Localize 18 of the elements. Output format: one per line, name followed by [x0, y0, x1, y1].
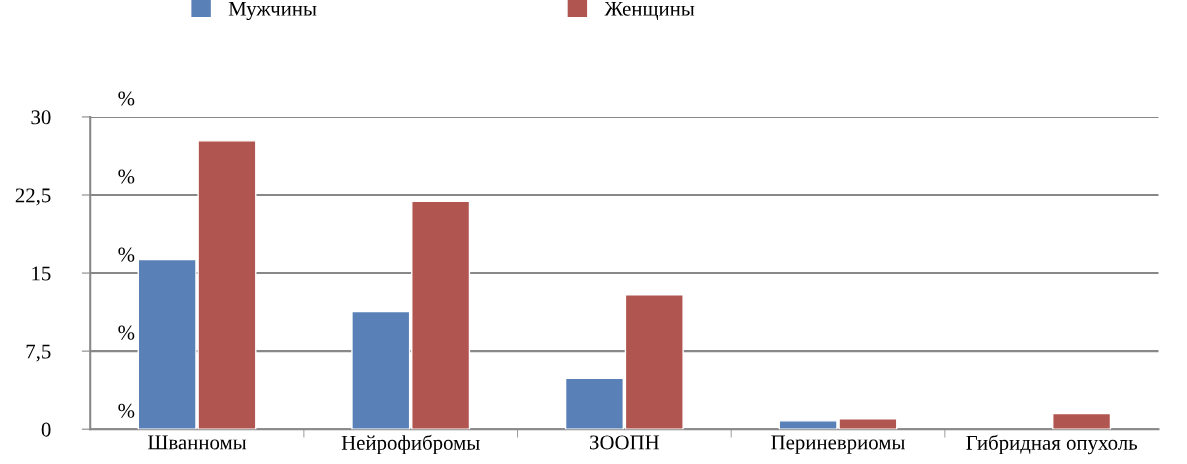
x-tick-label: ЗООПН — [590, 435, 660, 450]
x-tick-label: Шванномы — [147, 435, 247, 450]
bar — [1052, 412, 1112, 430]
x-tick-label: Периневриомы — [771, 435, 905, 454]
text: % — [118, 91, 135, 106]
legend-label: Мужчины — [228, 1, 317, 21]
y-tick-label: 7,5 — [26, 344, 51, 362]
annotation: % — [118, 403, 135, 418]
y-tick-label: 15 — [32, 266, 51, 281]
annotation: % — [118, 325, 135, 340]
y-tick-label: 0 — [41, 422, 51, 437]
annotation: % — [118, 169, 135, 184]
x-tick-label: Нейрофибромы — [341, 434, 480, 455]
legend-label: Женщины — [604, 1, 695, 20]
y-tick-label: 22,5 — [15, 188, 51, 206]
x-tick-label: Гибридная опухоль — [966, 434, 1138, 455]
y-tick-label: 30 — [31, 110, 51, 125]
annotation: % — [118, 247, 135, 262]
